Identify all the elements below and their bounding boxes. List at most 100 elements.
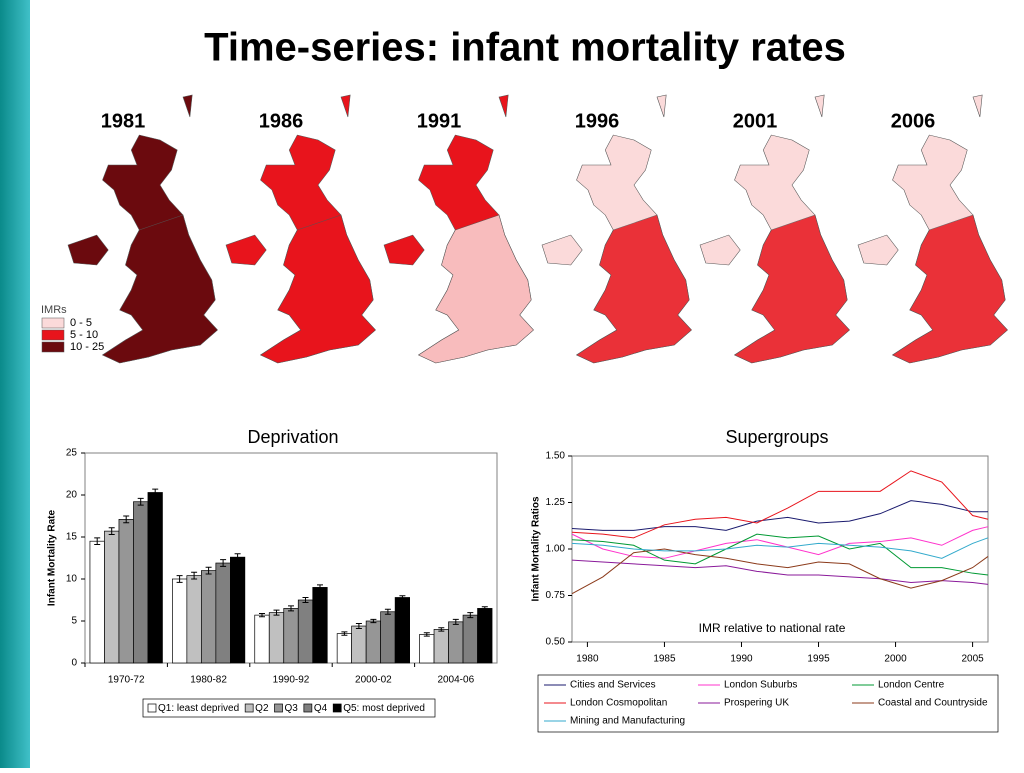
uk-map [541,94,692,364]
legend-label: London Centre [878,680,945,691]
error-bar [370,618,377,624]
legend-label: Q5: most deprived [343,703,425,714]
chart-title: Supergroups [725,427,828,447]
bar [230,556,246,664]
bar [133,501,149,664]
uk-map [857,94,1008,364]
x-tick-label: 2000-02 [355,675,392,686]
legend-box [142,698,436,718]
series-line [571,533,989,576]
y-tick-label: 25 [66,448,78,459]
legend-swatch [303,703,313,713]
bar [104,530,120,664]
error-bar [108,527,115,535]
x-tick-label: 1980 [576,654,599,665]
legend-swatch [332,703,342,713]
legend-label: Coastal and Countryside [878,698,988,709]
legend-label: Q2 [255,703,269,714]
error-bar [355,623,362,630]
series-line [571,500,988,531]
bar [312,587,328,664]
bar [215,562,231,664]
y-tick-label: 10 [66,574,78,585]
x-tick-label: 2004-06 [437,675,474,686]
legend-label: Mining and Manufacturing [570,716,685,727]
error-bar [317,584,323,591]
bar [201,570,217,664]
error-bar [220,559,227,567]
map-legend-swatch [41,317,65,329]
map-region [417,214,534,364]
map-region [733,214,850,364]
map-year: 1996 [575,110,620,132]
map-legend-label: 10 - 25 [70,341,104,353]
error-bar [191,571,198,580]
legend-label: Q3 [285,703,299,714]
error-bar [452,618,459,625]
series-line [571,526,989,559]
map-legend-swatch [41,329,65,341]
uk-map [67,94,218,364]
error-bar [123,515,130,524]
legend-label: London Cosmopolitan [570,698,667,709]
bar [297,599,314,664]
map-region [101,214,218,364]
x-tick-label: 1985 [653,654,676,665]
uk-map [699,94,850,364]
bar [433,629,449,664]
legend-label: Q4 [314,703,328,714]
x-tick-label: 1970-72 [108,675,145,686]
error-bar [423,632,430,637]
y-tick-label: 5 [71,616,77,627]
error-bar [234,553,241,562]
y-tick-label: 1.00 [546,544,566,555]
slide-title: Time-series: infant mortality rates [204,26,846,70]
error-bar [481,606,488,611]
bar [186,575,202,664]
bar [118,519,134,664]
error-bar [176,575,183,583]
map-legend-label: 5 - 10 [70,329,98,341]
side-stripe [0,0,30,768]
legend-swatch [244,703,254,713]
bar [477,608,493,664]
bar [147,492,163,664]
map-year: 1986 [259,110,304,132]
error-bar [302,596,309,604]
map-legend-title: IMRs [41,304,67,316]
map-region [259,214,376,364]
y-axis-label: Infant Mortality Rate [47,510,58,607]
legend-label: Prospering UK [724,698,789,709]
x-tick-label: 1990 [730,654,753,665]
bar [380,611,396,664]
bar [462,614,478,664]
series-line [571,470,989,539]
x-tick-label: 1990-92 [273,675,310,686]
error-bar [438,627,445,632]
error-bar [94,537,101,546]
y-tick-label: 1.25 [546,497,566,508]
legend-label: Cities and Services [570,680,656,691]
bar [448,621,464,664]
map-legend-label: 0 - 5 [70,317,92,329]
bar [365,620,381,664]
bar [254,614,270,664]
bar [268,612,285,664]
series-line [571,548,989,595]
map-region [575,214,692,364]
legend-box [537,674,999,733]
uk-map [383,94,534,364]
error-bar [467,612,474,619]
annotation: IMR relative to national rate [699,621,846,635]
x-tick-label: 2000 [884,654,907,665]
series-line [571,559,989,585]
bar [336,633,352,664]
bar [419,634,435,664]
y-tick-label: 0 [71,658,77,669]
y-tick-label: 0.75 [546,590,566,601]
y-tick-label: 1.50 [546,451,566,462]
error-bar [384,608,391,615]
legend-swatch [147,703,157,713]
bar [351,625,367,664]
